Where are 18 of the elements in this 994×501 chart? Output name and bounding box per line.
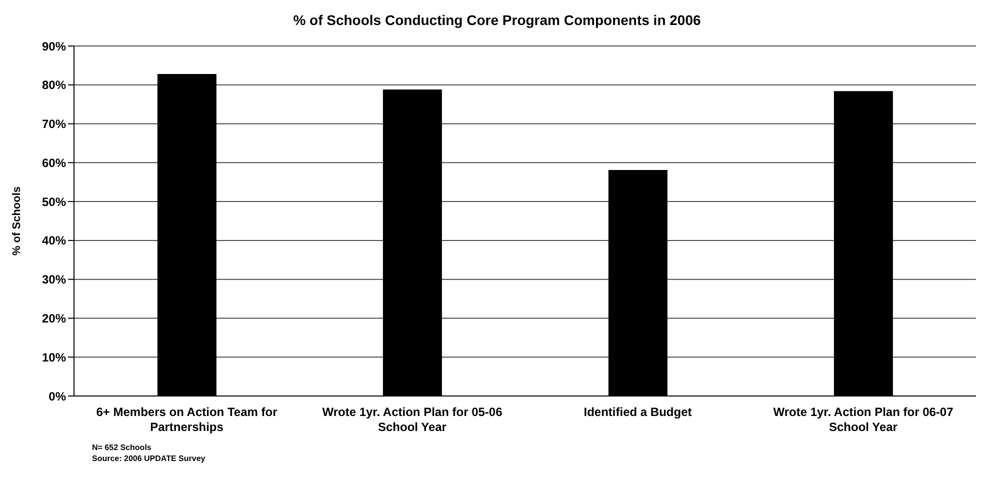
x-tick-label: Wrote 1yr. Action Plan for 06-07 School Year [773,405,954,434]
source-note: Source: 2006 UPDATE Survey [92,453,206,464]
x-tick-label: Identified a Budget [584,405,692,419]
y-tick-label: 0% [48,389,66,404]
y-tick-label: 50% [42,194,66,209]
y-tick-label: 70% [42,117,66,132]
y-tick-label: 10% [42,350,66,364]
y-tick-label: 20% [42,311,66,326]
x-tick-label: 6+ Members on Action Team for Partnerships [96,405,278,434]
chart-title: % of Schools Conducting Core Program Components in 2006 [292,11,702,30]
y-tick-label: 40% [42,234,66,248]
y-tick-label: 60% [42,156,66,170]
x-tick-label: Wrote 1yr. Action Plan for 05-06 School Year [322,405,503,434]
y-tick-label: 80% [42,78,66,92]
y-tick-label: 90% [42,39,66,54]
y-axis-title: % of Schools [10,186,23,256]
y-tick-label: 30% [42,272,66,287]
text: N= 652 Schools [92,442,152,453]
